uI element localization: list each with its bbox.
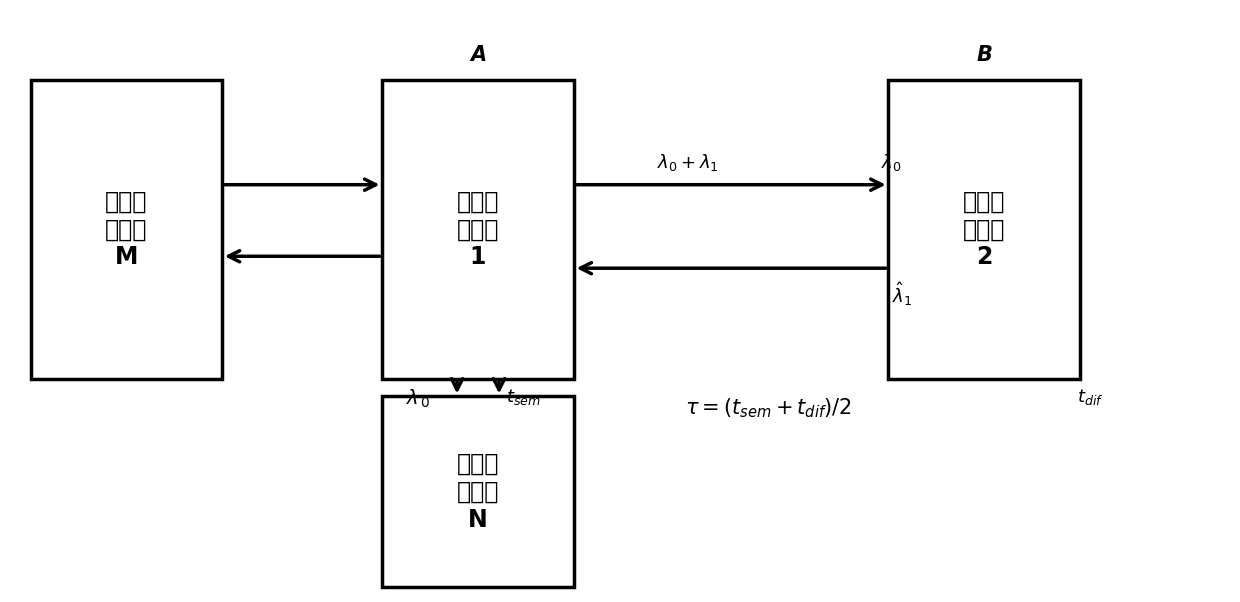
Text: $\lambda_0$: $\lambda_0$ — [882, 152, 901, 173]
Text: $t_{sem}$: $t_{sem}$ — [506, 388, 541, 408]
FancyBboxPatch shape — [382, 397, 574, 588]
Text: $t_{dif}$: $t_{dif}$ — [1076, 388, 1104, 408]
Text: 温度控
制模块
N: 温度控 制模块 N — [456, 452, 500, 532]
Text: $\lambda_{\,0}$: $\lambda_{\,0}$ — [405, 388, 430, 410]
Text: 温度控
制模块
M: 温度控 制模块 M — [105, 190, 148, 269]
Text: A: A — [470, 45, 486, 66]
Text: $\tau=(t_{sem}+t_{dif})/2$: $\tau=(t_{sem}+t_{dif})/2$ — [684, 397, 852, 420]
FancyBboxPatch shape — [382, 80, 574, 379]
FancyBboxPatch shape — [889, 80, 1080, 379]
Text: 温度控
制模块
1: 温度控 制模块 1 — [456, 190, 500, 269]
Text: $\hat{\lambda}_1$: $\hat{\lambda}_1$ — [892, 280, 913, 308]
FancyBboxPatch shape — [31, 80, 222, 379]
Text: B: B — [976, 45, 992, 66]
Text: $\lambda_0+\lambda_1$: $\lambda_0+\lambda_1$ — [657, 152, 719, 173]
Text: 温度控
制模块
2: 温度控 制模块 2 — [963, 190, 1006, 269]
